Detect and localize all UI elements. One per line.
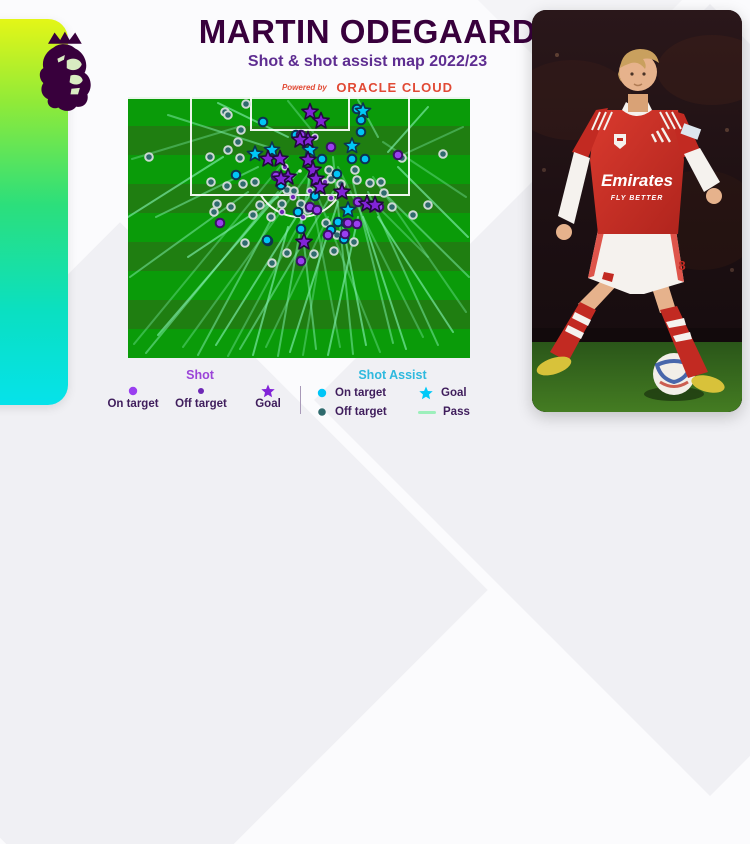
legend-divider [300, 386, 301, 414]
legend-shot-on-target: On target [98, 384, 168, 410]
legend-pass: Pass [418, 405, 470, 419]
legend-label: Goal [441, 387, 467, 399]
shot-off-target-marker-icon [166, 384, 236, 398]
shot-on-target-marker-icon [98, 384, 168, 398]
oracle-cloud-logo: ORACLE CLOUD [336, 80, 454, 95]
legend-assist-off-target: Off target [316, 405, 387, 419]
legend-shot-assist-title: Shot Assist [358, 368, 427, 382]
legend-assist-goal: Goal [418, 386, 467, 400]
legend-label: Pass [443, 406, 470, 418]
legend-label: Off target [335, 406, 387, 418]
player-photo-card: 8 Emirates FLY BETTER [532, 10, 742, 412]
legend-assist-on-target: On target [316, 386, 386, 400]
legend-label: Off target [175, 398, 227, 410]
jersey-sponsor-text: Emirates [601, 171, 673, 190]
legend-label: Goal [255, 398, 281, 410]
premier-league-lion-icon [39, 31, 91, 111]
legend-label: On target [107, 398, 159, 410]
pass-line-icon [418, 410, 436, 414]
legend-shot-goal: Goal [236, 384, 300, 410]
assist-off-target-marker-icon [318, 408, 326, 416]
shot-map-canvas [128, 97, 470, 357]
shot-goal-star-icon [236, 384, 300, 398]
powered-by-label: Powered by [281, 83, 327, 92]
page-subtitle: Shot & shot assist map 2022/23 [247, 53, 488, 70]
powered-by: Powered by ORACLE CLOUD [95, 79, 640, 97]
shot-map-pitch [128, 97, 470, 358]
legend-label: On target [335, 387, 387, 399]
legend-shot-title: Shot [186, 368, 214, 382]
legend-shot-off-target: Off target [166, 384, 236, 410]
page-title: MARTIN ODEGAARD [198, 13, 537, 50]
player-photo-illustration: 8 Emirates FLY BETTER [532, 10, 742, 412]
assist-on-target-marker-icon [317, 388, 327, 398]
shorts-number: 8 [678, 258, 685, 273]
assist-goal-star-icon [419, 386, 433, 399]
jersey-tagline-text: FLY BETTER [611, 195, 664, 202]
